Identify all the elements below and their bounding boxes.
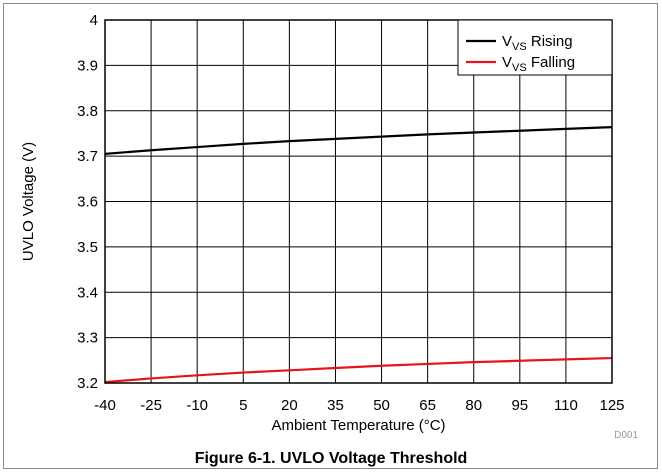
y-tick-label: 3.8 bbox=[77, 103, 98, 120]
figure-caption: Figure 6-1. UVLO Voltage Threshold bbox=[195, 450, 468, 467]
y-tick-label: 3.3 bbox=[77, 330, 98, 347]
x-tick-label: 65 bbox=[419, 397, 436, 414]
grid bbox=[104, 19, 613, 384]
x-tick-label: 5 bbox=[239, 397, 247, 414]
y-tick-label: 3.4 bbox=[77, 284, 98, 301]
figure-code: D001 bbox=[614, 430, 638, 441]
y-axis-title: UVLO Voltage (V) bbox=[20, 142, 37, 261]
x-tick-label: 35 bbox=[327, 397, 344, 414]
x-tick-label: 50 bbox=[373, 397, 390, 414]
x-tick-label: 125 bbox=[599, 397, 624, 414]
x-tick-label: -10 bbox=[186, 397, 208, 414]
y-tick-label: 3.5 bbox=[77, 239, 98, 256]
y-tick-label: 3.6 bbox=[77, 194, 98, 211]
x-tick-label: -40 bbox=[94, 397, 116, 414]
x-axis-title: Ambient Temperature (°C) bbox=[271, 417, 445, 434]
legend-box bbox=[457, 19, 613, 76]
y-tick-label: 3.2 bbox=[77, 375, 98, 392]
x-tick-label: -25 bbox=[140, 397, 162, 414]
legend-label: VVS Falling bbox=[502, 54, 575, 74]
x-tick-label: 95 bbox=[511, 397, 528, 414]
y-tick-label: 3.7 bbox=[77, 148, 98, 165]
series-line-falling bbox=[104, 356, 613, 384]
y-tick-label: 4 bbox=[90, 12, 98, 29]
x-tick-label: 110 bbox=[554, 397, 578, 414]
y-tick-label: 3.9 bbox=[77, 57, 98, 74]
x-tick-label: 80 bbox=[465, 397, 482, 414]
legend-label: VVS Rising bbox=[502, 33, 573, 53]
series-line-rising bbox=[104, 125, 613, 155]
series-layer bbox=[104, 125, 613, 384]
x-tick-labels: -40 -25 -10 5 20 35 50 65 80 95 110 125 bbox=[94, 397, 624, 414]
y-tick-labels: 3.2 3.3 3.4 3.5 3.6 3.7 3.8 3.9 4 bbox=[77, 12, 98, 392]
plot-border bbox=[104, 19, 613, 384]
x-tick-label: 20 bbox=[281, 397, 298, 414]
